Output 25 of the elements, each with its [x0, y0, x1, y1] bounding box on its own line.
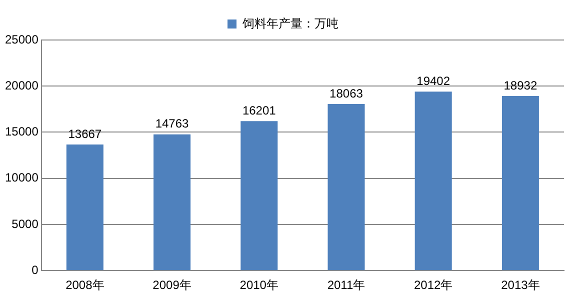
- y-tick-label: 0: [32, 262, 39, 277]
- y-tick-label: 10000: [4, 170, 39, 185]
- x-tick-label: 2009年: [152, 278, 192, 292]
- y-tick-label: 20000: [4, 78, 39, 92]
- data-label: 18063: [330, 86, 364, 100]
- bar: [502, 96, 539, 270]
- y-tick-label: 15000: [4, 124, 39, 139]
- y-tick-label: 25000: [4, 32, 39, 46]
- data-label: 18932: [504, 78, 538, 92]
- bar: [66, 144, 104, 270]
- data-label: 13667: [68, 126, 102, 141]
- x-tick-label: 2011年: [327, 278, 366, 292]
- bar: [240, 121, 278, 270]
- bar: [414, 92, 452, 270]
- x-tick-label: 2010年: [240, 278, 278, 292]
- bar: [154, 134, 191, 270]
- data-label: 14763: [155, 116, 190, 131]
- data-label: 19402: [416, 74, 450, 88]
- legend-label: 饲料年产量：万吨: [242, 16, 338, 30]
- x-tick-label: 2008年: [66, 278, 104, 292]
- x-tick-label: 2013年: [501, 278, 540, 292]
- y-tick-label: 5000: [12, 216, 39, 231]
- bar: [328, 104, 365, 270]
- data-label: 16201: [242, 103, 276, 118]
- x-tick-label: 2012年: [414, 278, 453, 292]
